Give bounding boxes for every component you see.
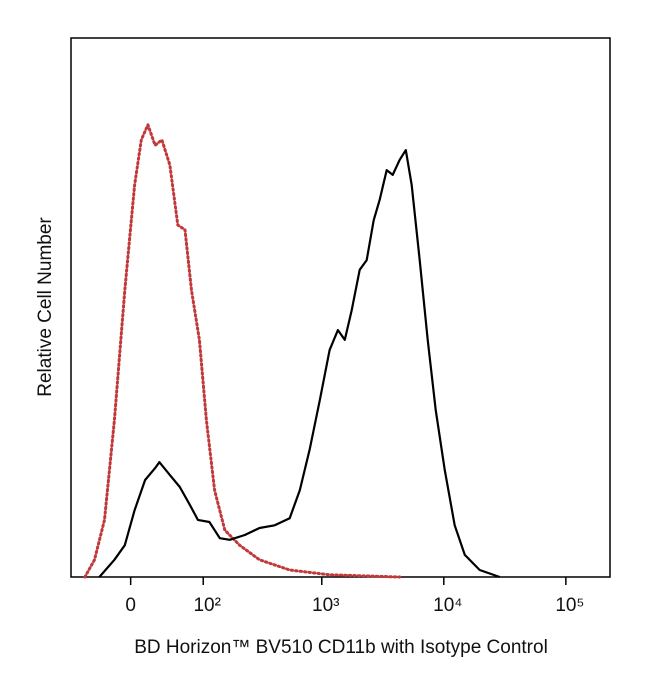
histogram-line: [83, 123, 402, 579]
plot-frame: [70, 37, 611, 578]
x-tick-label: 10²: [193, 595, 220, 616]
x-tick-label: 10⁴: [433, 595, 462, 616]
y-axis-label: Relative Cell Number: [35, 217, 56, 397]
x-axis-label: BD Horizon™ BV510 CD11b with Isotype Con…: [134, 637, 548, 658]
x-tick-label: 10³: [312, 595, 339, 616]
histogram-line: [98, 149, 501, 579]
x-tick-label: 10⁵: [555, 595, 584, 616]
x-tick-label: 0: [125, 595, 136, 616]
